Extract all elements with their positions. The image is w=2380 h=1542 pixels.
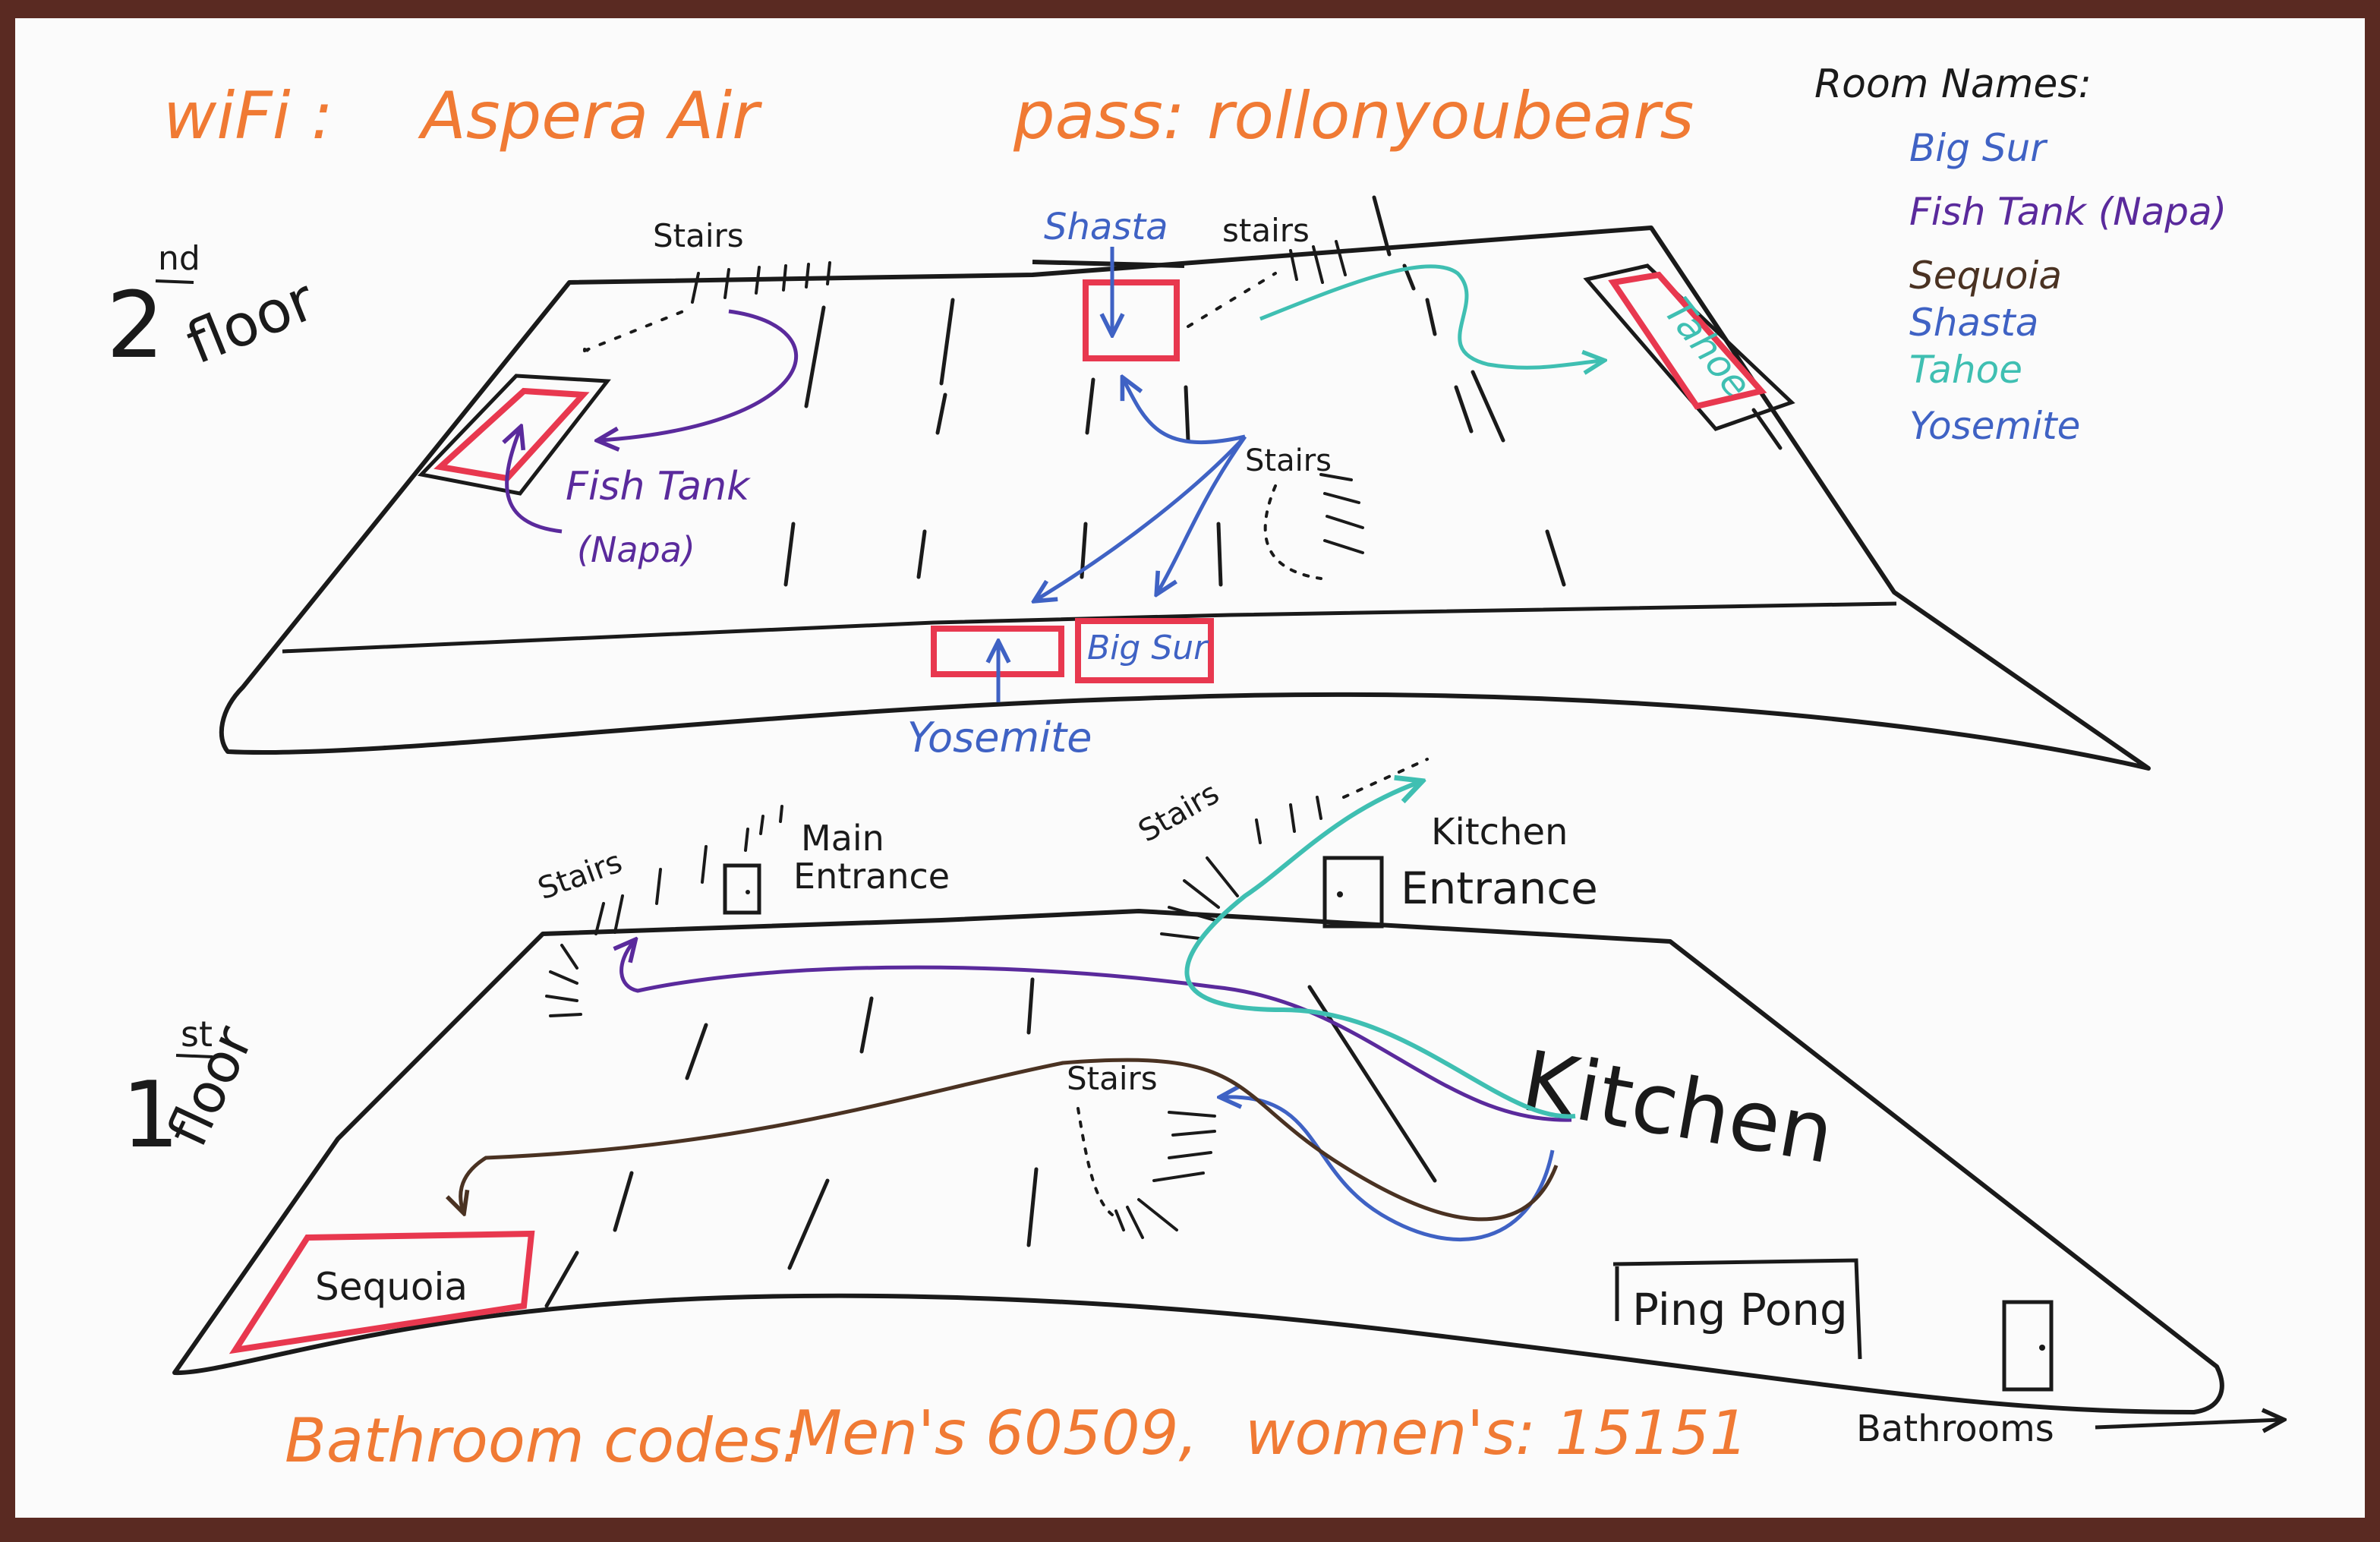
kitchen-entrance-door-knob bbox=[1337, 891, 1343, 897]
wifi-password: rollonyoubears bbox=[1207, 78, 1694, 154]
fish-tank-arrow bbox=[600, 309, 799, 440]
second-floor-stairs-top bbox=[1187, 240, 1347, 328]
route-to-stairs-purple bbox=[622, 941, 1572, 1122]
legend-item-tahoe: Tahoe bbox=[1909, 348, 2022, 392]
main-entrance-label-1: Main bbox=[801, 818, 884, 859]
kitchen-entrance-label-2: Entrance bbox=[1401, 862, 1598, 914]
womens-code: women's: 15151 bbox=[1245, 1398, 1748, 1468]
route-to-stairs-blue bbox=[1222, 1097, 1555, 1241]
wifi-label: wiFi : bbox=[163, 78, 333, 154]
second-floor-outline bbox=[219, 225, 2151, 771]
shasta-label: Shasta bbox=[1044, 206, 1168, 248]
pass-label: pass: bbox=[1013, 78, 1185, 154]
tahoe-arrow bbox=[1259, 264, 1602, 367]
main-entrance-door bbox=[723, 863, 761, 915]
first-floor-stairs-left bbox=[545, 805, 783, 1017]
big-sur-room: Big Sur bbox=[1075, 618, 1214, 683]
second-floor-suffix: nd bbox=[158, 239, 200, 278]
legend-item-big-sur: Big Sur bbox=[1909, 126, 2048, 170]
route-to-sequoia-brown bbox=[461, 1058, 1559, 1222]
second-floor-blue-arrows bbox=[1036, 380, 1247, 600]
bathroom-codes-label: Bathroom codes: bbox=[285, 1405, 802, 1476]
yosemite-label: Yosemite bbox=[907, 714, 1092, 762]
legend-item-fish-tank: Fish Tank (Napa) bbox=[1909, 190, 2227, 234]
fish-tank-room: Fish Tank (Napa) bbox=[418, 309, 799, 570]
mens-code: Men's 60509, bbox=[790, 1398, 1198, 1468]
board-surface bbox=[15, 18, 2365, 1518]
kitchen-entrance-door bbox=[1322, 856, 1384, 929]
shasta-room: Shasta bbox=[1032, 206, 1185, 361]
second-floor-number: 2 bbox=[106, 273, 164, 379]
bathrooms-arrow bbox=[2095, 1420, 2281, 1427]
fish-tank-label: Fish Tank bbox=[566, 464, 751, 509]
first-floor-stairs-kitchen bbox=[1160, 758, 1429, 940]
wifi-name: Aspera Air bbox=[418, 78, 762, 154]
main-entrance-door-knob bbox=[746, 890, 750, 894]
first-floor-outline bbox=[172, 909, 2224, 1414]
kitchen-entrance-label-1: Kitchen bbox=[1431, 811, 1568, 853]
room-legend: Room Names: Big Sur Fish Tank (Napa) Seq… bbox=[1814, 61, 2227, 448]
first-floor-desks bbox=[544, 977, 1437, 1308]
second-floor-stairs-left bbox=[583, 261, 831, 352]
big-sur-label: Big Sur bbox=[1087, 629, 1209, 667]
sequoia-room: Sequoia bbox=[229, 1230, 535, 1354]
bathroom-door bbox=[2002, 1300, 2054, 1392]
second-floor-stairs-right bbox=[1263, 473, 1364, 580]
second-floor-stairs-label-left: Stairs bbox=[653, 217, 744, 254]
legend-item-shasta: Shasta bbox=[1909, 301, 2038, 345]
yosemite-room: Yosemite bbox=[907, 626, 1092, 762]
bathroom-codes: Bathroom codes: Men's 60509, women's: 15… bbox=[285, 1398, 1748, 1476]
first-floor-stairs-middle bbox=[1077, 1107, 1216, 1239]
fish-tank-arrow-up bbox=[507, 429, 563, 534]
first-floor-suffix: st bbox=[181, 1014, 213, 1055]
sequoia-label: Sequoia bbox=[315, 1265, 468, 1309]
napa-label: (Napa) bbox=[577, 529, 695, 570]
legend-title: Room Names: bbox=[1814, 61, 2092, 107]
main-entrance-label-2: Entrance bbox=[793, 856, 950, 897]
wifi-line: wiFi : Aspera Air pass: rollonyoubears bbox=[163, 78, 1694, 154]
first-floor-stairs-label-middle: Stairs bbox=[1067, 1060, 1158, 1097]
first-floor-number: 1 bbox=[121, 1063, 179, 1168]
route-to-kitchen-entrance-teal bbox=[1184, 782, 1576, 1119]
second-floor-stairs-label-top: stairs bbox=[1222, 212, 1310, 249]
second-floor-stairs-label-right: Stairs bbox=[1245, 443, 1332, 478]
ping-pong-label: Ping Pong bbox=[1632, 1284, 1848, 1335]
ping-pong-area: Ping Pong bbox=[1612, 1258, 1862, 1360]
bathrooms-label: Bathrooms bbox=[1856, 1408, 2054, 1450]
bathroom-door-knob bbox=[2039, 1345, 2045, 1351]
legend-item-yosemite: Yosemite bbox=[1909, 404, 2080, 448]
legend-item-sequoia: Sequoia bbox=[1909, 254, 2062, 298]
